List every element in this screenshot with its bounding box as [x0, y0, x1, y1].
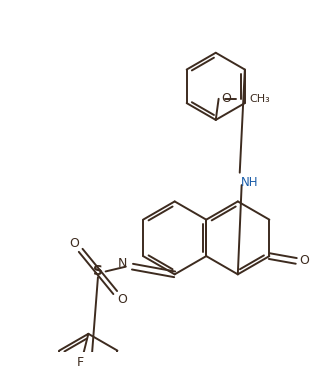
Text: O: O: [69, 237, 79, 250]
Text: S: S: [93, 265, 103, 279]
Text: NH: NH: [241, 176, 258, 189]
Text: F: F: [77, 356, 84, 367]
Text: N: N: [117, 257, 127, 270]
Text: CH₃: CH₃: [249, 94, 270, 104]
Text: O: O: [221, 92, 231, 105]
Text: O: O: [299, 254, 309, 268]
Text: O: O: [117, 293, 127, 306]
